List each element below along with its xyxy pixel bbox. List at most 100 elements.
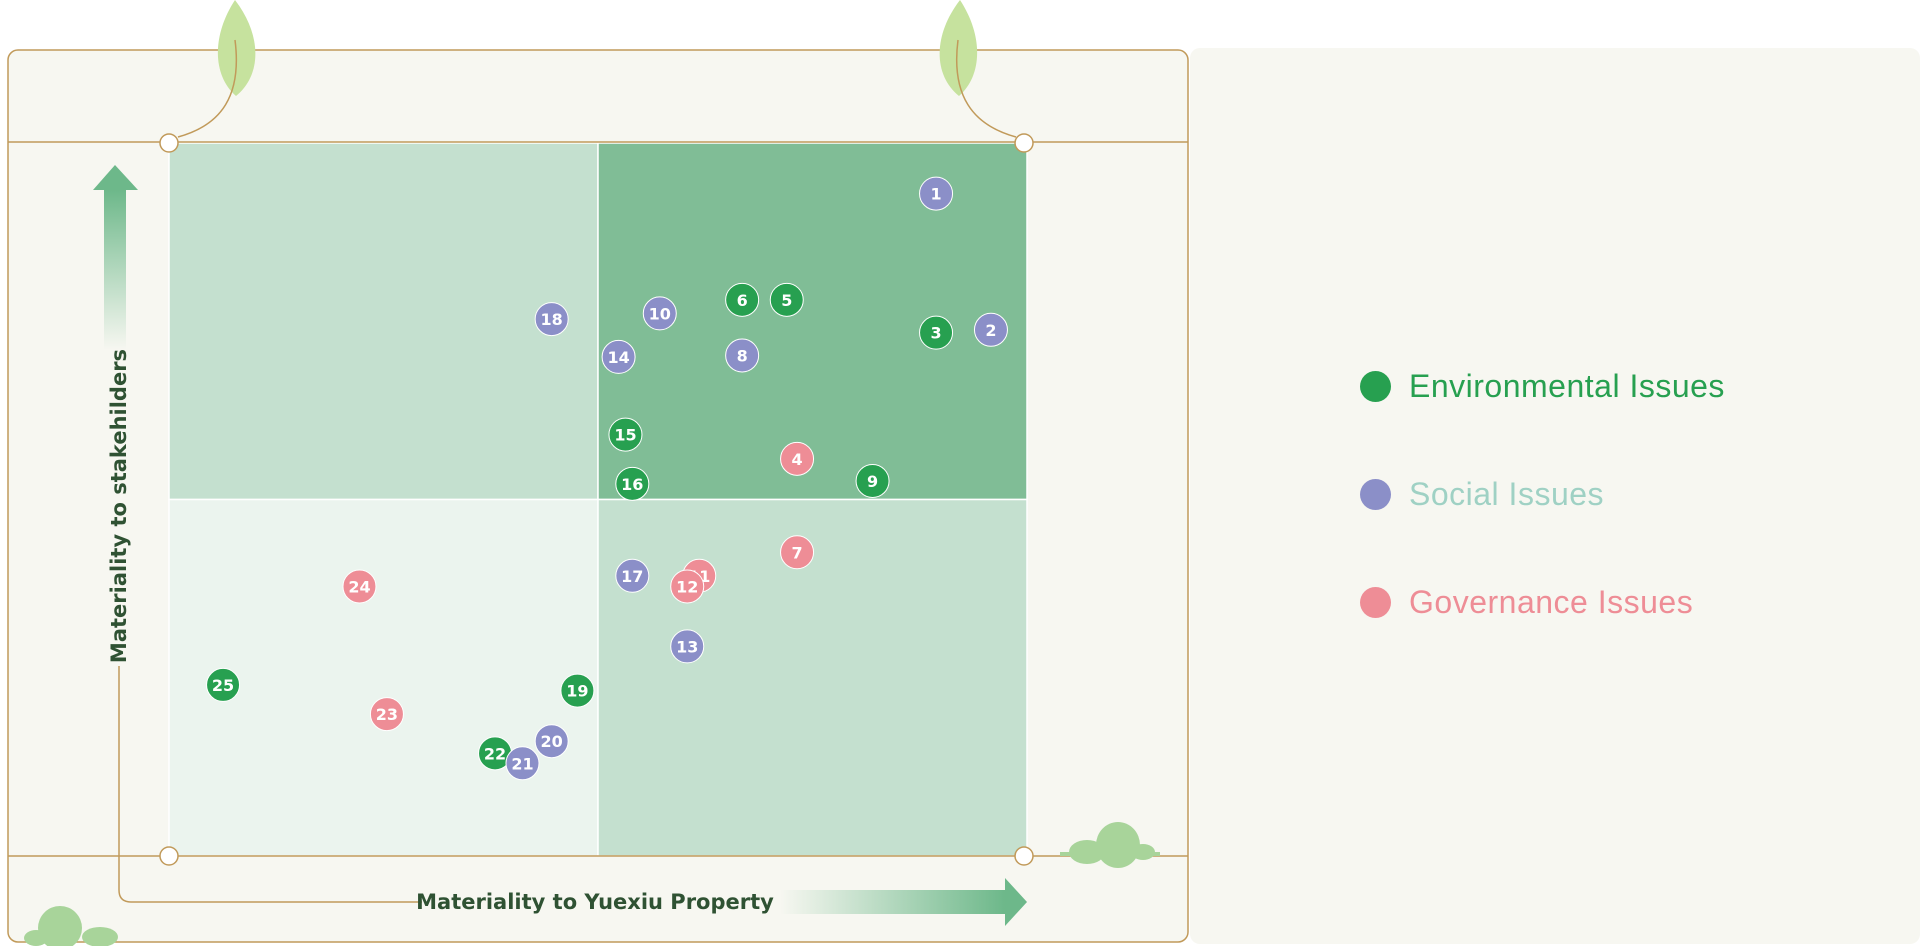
data-point-12: 12: [670, 569, 705, 604]
legend-marker-environmental: [1360, 370, 1391, 402]
point-marker-3: [919, 315, 954, 350]
point-marker-6: [725, 282, 760, 317]
legend-item-social: Social Issues: [1360, 476, 1725, 512]
legend-panel-background: [1190, 48, 1920, 944]
data-point-18: 18: [534, 302, 569, 337]
point-marker-7: [780, 535, 815, 570]
data-point-16: 16: [615, 466, 650, 501]
data-point-5: 5: [769, 282, 804, 317]
point-marker-2: [973, 312, 1008, 347]
data-point-9: 9: [855, 463, 890, 498]
point-label-13: 13: [676, 637, 698, 656]
point-marker-9: [855, 463, 890, 498]
point-marker-25: [206, 667, 241, 702]
point-marker-17: [615, 558, 650, 593]
leaf-decoration-left: [177, 0, 256, 138]
point-marker-21: [505, 746, 540, 781]
point-label-22: 22: [484, 744, 506, 763]
point-marker-15: [608, 417, 643, 452]
point-label-25: 25: [212, 676, 234, 695]
point-label-6: 6: [737, 291, 748, 310]
data-point-7: 7: [780, 535, 815, 570]
point-marker-5: [769, 282, 804, 317]
data-point-8: 8: [725, 338, 760, 373]
point-marker-16: [615, 466, 650, 501]
point-label-21: 21: [511, 754, 533, 773]
point-label-18: 18: [541, 310, 563, 329]
point-label-4: 4: [791, 450, 802, 469]
data-point-24: 24: [342, 569, 377, 604]
point-label-7: 7: [791, 543, 802, 562]
point-label-1: 1: [930, 185, 941, 204]
point-marker-1: [919, 176, 954, 211]
point-label-17: 17: [621, 567, 643, 586]
legend-label-social: Social Issues: [1409, 475, 1605, 512]
legend-label-environmental: Environmental Issues: [1409, 367, 1725, 404]
bush-decoration-bottom-right: [1060, 822, 1160, 868]
point-label-3: 3: [930, 324, 941, 343]
point-label-5: 5: [781, 291, 792, 310]
point-label-14: 14: [607, 348, 629, 367]
data-points: 3569151619222512810141718132021471112232…: [206, 176, 1008, 781]
point-label-2: 2: [985, 321, 996, 340]
point-label-16: 16: [621, 475, 643, 494]
leaf-decoration-right: [939, 0, 1017, 138]
quadrant-top-left: [168, 142, 599, 501]
data-point-17: 17: [615, 558, 650, 593]
point-label-12: 12: [676, 577, 698, 596]
point-label-19: 19: [566, 682, 588, 701]
point-marker-24: [342, 569, 377, 604]
legend-marker-social: [1360, 478, 1391, 510]
legend-item-governance: Governance Issues: [1360, 584, 1725, 620]
legend: Environmental Issues Social Issues Gover…: [1360, 368, 1725, 692]
point-marker-13: [670, 629, 705, 664]
point-marker-12: [670, 569, 705, 604]
data-point-10: 10: [642, 296, 677, 331]
legend-marker-governance: [1360, 586, 1391, 618]
quadrants: [168, 142, 1028, 857]
point-label-15: 15: [614, 426, 636, 445]
corner-node-top-left: [159, 133, 179, 153]
data-point-3: 3: [919, 315, 954, 350]
point-marker-8: [725, 338, 760, 373]
data-point-23: 23: [369, 697, 404, 732]
data-point-6: 6: [725, 282, 760, 317]
legend-label-governance: Governance Issues: [1409, 583, 1694, 620]
bush-decoration-bottom-left: [24, 906, 118, 946]
legend-item-environmental: Environmental Issues: [1360, 368, 1725, 404]
corner-node-bottom-left: [159, 846, 179, 866]
x-axis-arrow: [780, 878, 1027, 926]
point-label-24: 24: [348, 577, 370, 596]
point-label-9: 9: [867, 472, 878, 491]
point-marker-20: [534, 724, 569, 759]
x-axis-label: Materiality to Yuexiu Property: [416, 890, 774, 914]
data-point-20: 20: [534, 724, 569, 759]
data-point-14: 14: [601, 339, 636, 374]
corner-node-top-right: [1014, 133, 1034, 153]
axis-connector-line: [118, 666, 422, 903]
point-marker-10: [642, 296, 677, 331]
data-point-19: 19: [560, 673, 595, 708]
point-marker-4: [780, 441, 815, 476]
point-marker-23: [369, 697, 404, 732]
data-point-4: 4: [780, 441, 815, 476]
y-axis-label: Materiality to stakehilders: [107, 349, 131, 663]
point-label-8: 8: [737, 346, 748, 365]
point-label-20: 20: [541, 732, 563, 751]
point-marker-14: [601, 339, 636, 374]
data-point-2: 2: [973, 312, 1008, 347]
data-point-1: 1: [919, 176, 954, 211]
data-point-13: 13: [670, 629, 705, 664]
point-marker-19: [560, 673, 595, 708]
point-marker-18: [534, 302, 569, 337]
data-point-15: 15: [608, 417, 643, 452]
point-label-10: 10: [649, 304, 671, 323]
data-point-25: 25: [206, 667, 241, 702]
point-label-23: 23: [376, 705, 398, 724]
y-axis-arrow: [93, 165, 138, 350]
data-point-21: 21: [505, 746, 540, 781]
quadrant-bottom-left: [168, 498, 599, 857]
corner-node-bottom-right: [1014, 846, 1034, 866]
